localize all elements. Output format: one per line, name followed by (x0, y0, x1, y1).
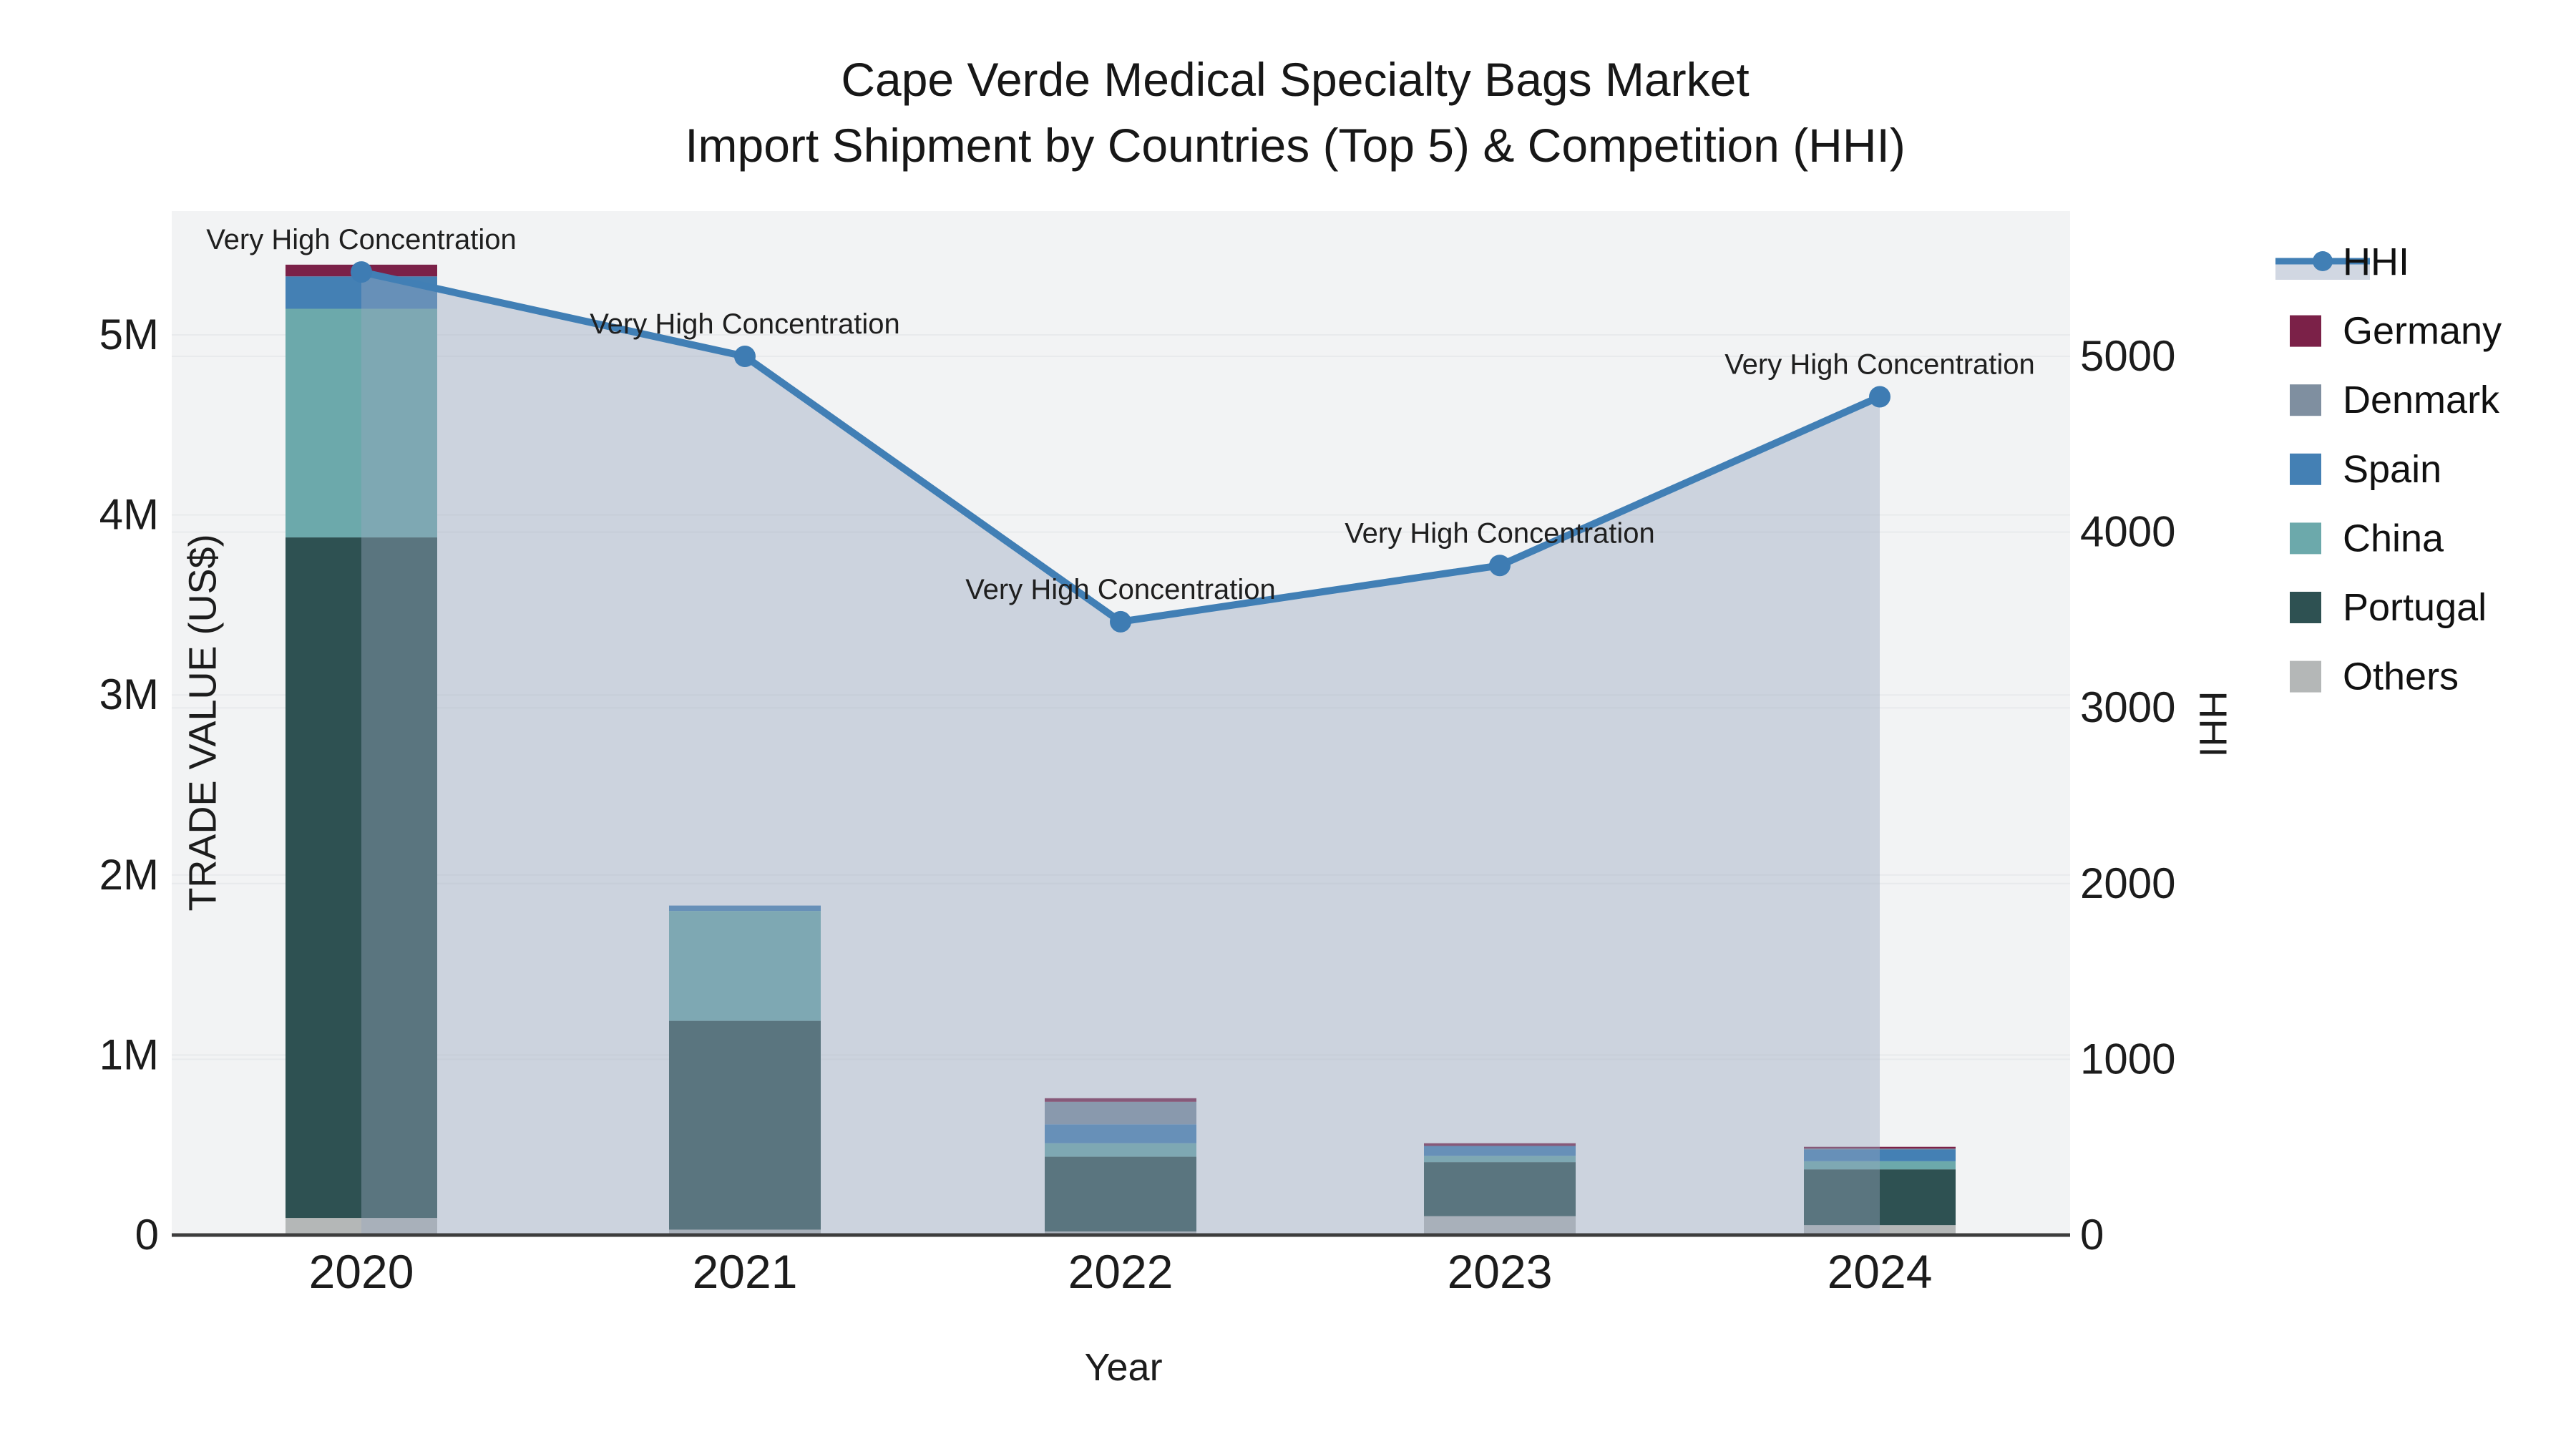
bar-segment-others-2020 (286, 1218, 437, 1235)
right-tick-label: 2000 (2080, 859, 2175, 907)
left-axis-title: TRADE VALUE (US$) (181, 534, 225, 912)
bar-segment-germany-2023 (1424, 1143, 1576, 1146)
bar-segment-others-2022 (1045, 1231, 1196, 1235)
legend: HHI Germany Denmark Spain China Portugal Other… (2275, 240, 2502, 698)
annotation-2023: Very High Concentration (1345, 517, 1655, 549)
x-tick-label-2023: 2023 (1448, 1245, 1553, 1298)
legend-item-spain[interactable]: Spain (2290, 448, 2441, 491)
right-tick-label: 3000 (2080, 683, 2175, 731)
x-tick-label-2021: 2021 (693, 1245, 798, 1298)
legend-label: Germany (2343, 310, 2502, 353)
hhi-marker-2020 (351, 261, 372, 283)
bar-segment-portugal-2021 (669, 1020, 821, 1230)
bar-segment-denmark-2022 (1045, 1101, 1196, 1125)
x-tick-label-2024: 2024 (1828, 1245, 1933, 1298)
left-tick-label: 3M (99, 670, 159, 718)
right-axis-title: HHI (2191, 691, 2235, 758)
hhi-area-fill (361, 272, 1880, 1235)
legend-color-swatch (2290, 660, 2321, 693)
bar-segment-china-2023 (1424, 1156, 1576, 1163)
right-tick-label: 4000 (2080, 508, 2175, 556)
legend-item-china[interactable]: China (2290, 517, 2444, 560)
bar-segment-germany-2022 (1045, 1098, 1196, 1102)
hhi-marker-2022 (1110, 610, 1131, 633)
right-tick-label: 0 (2080, 1211, 2104, 1259)
bar-segment-portugal-2024 (1804, 1169, 1956, 1226)
annotation-2021: Very High Concentration (590, 308, 900, 340)
legend-item-hhi[interactable]: HHI (2275, 240, 2409, 283)
bar-segment-spain-2021 (669, 905, 821, 912)
legend-label: Others (2343, 655, 2459, 698)
right-tick-label: 5000 (2080, 332, 2175, 380)
left-tick-label: 2M (99, 851, 159, 899)
legend-item-denmark[interactable]: Denmark (2290, 379, 2500, 421)
legend-color-swatch (2290, 453, 2321, 485)
left-tick-label: 4M (99, 491, 159, 539)
bar-segment-spain-2022 (1045, 1124, 1196, 1143)
x-tick-label-2022: 2022 (1068, 1245, 1174, 1298)
left-tick-label: 5M (99, 311, 159, 358)
right-tick-label: 1000 (2080, 1035, 2175, 1083)
bar-segment-others-2023 (1424, 1216, 1576, 1235)
bar-segment-portugal-2023 (1424, 1162, 1576, 1216)
bar-segment-others-2024 (1804, 1225, 1956, 1235)
legend-label: Denmark (2343, 379, 2500, 421)
legend-item-germany[interactable]: Germany (2290, 310, 2502, 353)
bar-segment-others-2021 (669, 1229, 821, 1235)
hhi-marker-2024 (1869, 386, 1890, 408)
legend-color-swatch (2290, 384, 2321, 416)
bar-segment-china-2024 (1804, 1161, 1956, 1170)
bar-segment-spain-2023 (1424, 1146, 1576, 1156)
left-tick-label: 0 (135, 1211, 159, 1259)
legend-item-portugal[interactable]: Portugal (2290, 586, 2487, 629)
legend-item-others[interactable]: Others (2290, 655, 2459, 698)
x-tick-label-2020: 2020 (309, 1245, 414, 1298)
legend-color-swatch (2290, 315, 2321, 347)
chart-title-line-2: Import Shipment by Countries (Top 5) & C… (685, 119, 1906, 172)
x-axis-title: Year (1084, 1346, 1163, 1389)
hhi-marker-2023 (1489, 555, 1511, 577)
tick-labels: 0 1M 2M 3M 4M 5M 0 1000 2000 3000 4000 5000 2020 2021… (99, 311, 2176, 1298)
bar-segment-spain-2024 (1804, 1149, 1956, 1161)
annotation-2022: Very High Concentration (965, 574, 1276, 605)
bar-segment-germany-2024 (1804, 1146, 1956, 1149)
legend-color-swatch (2290, 522, 2321, 555)
annotation-2024: Very High Concentration (1724, 348, 2035, 380)
bar-segment-china-2021 (669, 911, 821, 1021)
chart-title-line-1: Cape Verde Medical Specialty Bags Market (841, 53, 1750, 106)
bar-segment-portugal-2022 (1045, 1156, 1196, 1231)
plot-area (172, 211, 2070, 1235)
legend-label: HHI (2343, 240, 2409, 283)
left-tick-label: 1M (99, 1030, 159, 1078)
legend-label: Spain (2343, 448, 2441, 491)
gridlines (172, 334, 2070, 1060)
bar-segment-china-2020 (286, 308, 437, 538)
legend-hhi-marker-swatch (2313, 251, 2333, 271)
legend-label: China (2343, 517, 2444, 560)
annotation-2020: Very High Concentration (206, 224, 517, 255)
bar-segment-china-2022 (1045, 1143, 1196, 1157)
bar-segment-portugal-2020 (286, 537, 437, 1219)
legend-color-swatch (2290, 592, 2321, 623)
legend-label: Portugal (2343, 586, 2487, 629)
bar-segment-denmark-2024 (1804, 1148, 1956, 1150)
hhi-marker-2021 (734, 346, 756, 367)
